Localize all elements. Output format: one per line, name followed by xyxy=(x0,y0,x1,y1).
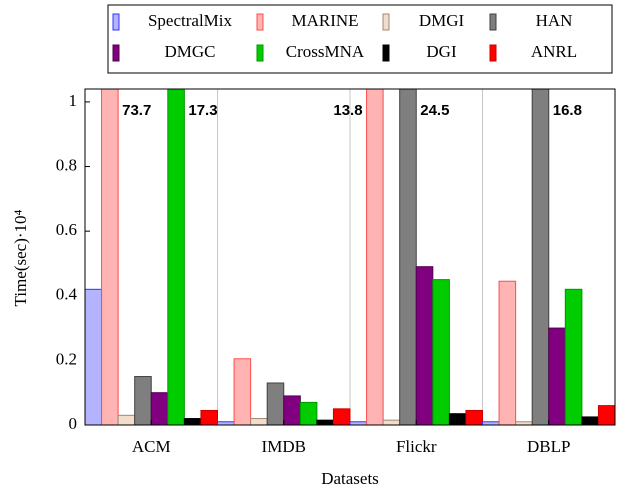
bar xyxy=(316,419,334,425)
bar xyxy=(266,382,285,425)
bar xyxy=(332,408,351,425)
legend-swatch xyxy=(112,13,120,31)
bar xyxy=(465,409,483,425)
legend-label: SpectralMix xyxy=(148,11,233,30)
x-tick-label: IMDB xyxy=(262,437,306,456)
legend-label: DMGI xyxy=(419,11,465,30)
y-tick-label: 0.6 xyxy=(56,220,77,239)
data-label: 17.3 xyxy=(188,102,217,119)
data-label: 16.8 xyxy=(553,102,582,119)
legend-label: DMGC xyxy=(164,42,215,61)
bar xyxy=(548,327,566,425)
bar xyxy=(250,418,268,425)
y-tick-label: 0.4 xyxy=(56,285,78,304)
bar xyxy=(117,414,136,425)
legend-label: CrossMNA xyxy=(286,42,365,61)
data-label: 73.7 xyxy=(122,102,151,119)
legend-label: ANRL xyxy=(531,42,577,61)
legend-label: MARINE xyxy=(291,11,358,30)
bar xyxy=(415,266,434,425)
bar xyxy=(134,376,152,425)
bar xyxy=(85,288,103,425)
bar xyxy=(399,89,417,425)
plot-frame xyxy=(84,88,616,426)
legend-swatch xyxy=(256,44,264,62)
legend-swatch xyxy=(489,13,497,31)
bar xyxy=(366,89,384,425)
bar xyxy=(101,89,119,425)
bar xyxy=(150,392,169,425)
x-tick-label: ACM xyxy=(132,437,171,456)
bar xyxy=(233,358,252,425)
bar xyxy=(432,279,450,425)
bar xyxy=(531,89,550,425)
y-tick-label: 1 xyxy=(69,91,78,110)
bar xyxy=(167,89,185,425)
legend-swatch xyxy=(256,13,264,31)
bar xyxy=(597,405,615,425)
bar xyxy=(581,416,599,425)
bar xyxy=(299,401,318,425)
legend-swatch xyxy=(112,44,120,62)
legend-label: DGI xyxy=(426,42,457,61)
bar xyxy=(498,280,517,425)
x-tick-label: Flickr xyxy=(396,437,437,456)
y-axis-label: Time(sec)·10⁴ xyxy=(11,209,30,306)
data-label: 13.8 xyxy=(333,102,362,119)
bar xyxy=(448,413,467,425)
y-tick-label: 0 xyxy=(69,414,78,433)
legend-box xyxy=(107,4,613,74)
legend-label: HAN xyxy=(536,11,573,30)
bar xyxy=(200,409,218,425)
bar xyxy=(183,418,202,425)
bar xyxy=(564,288,583,425)
x-axis-label: Datasets xyxy=(321,469,379,488)
data-label: 24.5 xyxy=(420,102,449,119)
x-tick-label: DBLP xyxy=(527,437,570,456)
bar xyxy=(382,419,401,425)
legend-swatch xyxy=(382,13,390,31)
legend-swatch xyxy=(489,44,497,62)
y-tick-label: 0.8 xyxy=(56,155,77,174)
y-tick-label: 0.2 xyxy=(56,349,77,368)
bar xyxy=(283,395,301,425)
legend-swatch xyxy=(382,44,390,62)
